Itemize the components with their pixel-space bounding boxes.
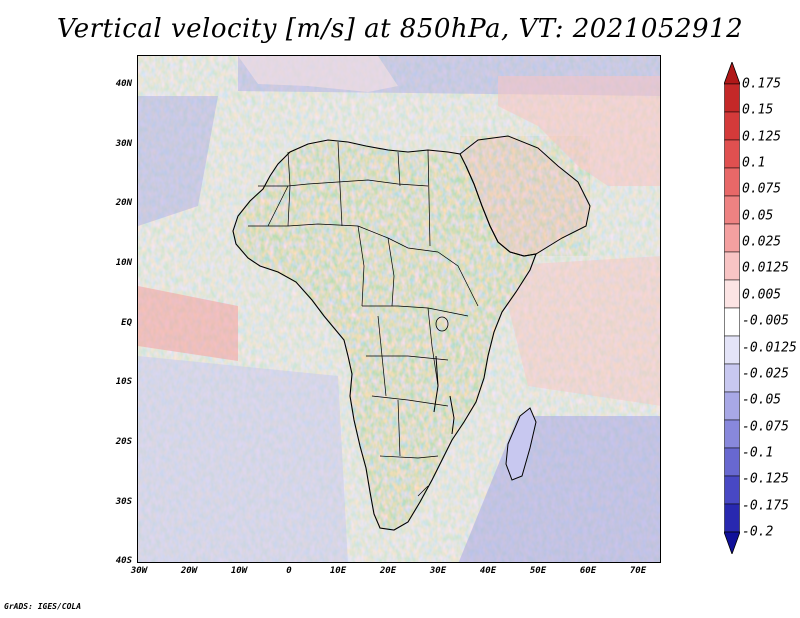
colorbar-swatch [724,279,740,309]
lon-label-10e: 10E [329,566,347,576]
lat-label-10s: 10S [115,377,132,387]
colorbar-label: 0.175 [742,76,782,92]
lon-label-30w: 30W [130,566,148,576]
lon-label-60e: 60E [579,566,597,576]
lon-label-10w: 10W [230,566,248,576]
indian-ocean-positive-area [498,256,660,406]
colorbar-swatch [724,223,740,253]
colorbar-label: 0.1 [742,155,766,171]
colorbar-swatch [724,251,740,281]
colorbar-label: 0.0125 [742,260,789,276]
colorbar-swatch [724,307,740,337]
iran-region [498,76,660,186]
colorbar-label: 0.005 [742,287,782,303]
map-plot-area [137,55,661,563]
lake-malawi [449,395,455,435]
colorbar-label: -0.2 [742,524,774,540]
colorbar-swatch [724,391,740,421]
colorbar-swatch [724,503,740,533]
atlantic-positive-band [138,286,238,361]
lon-label-0: 0 [286,566,292,576]
colorbar-label: 0.025 [742,234,782,250]
lon-label-50e: 50E [529,566,547,576]
colorbar-label: -0.0125 [742,340,797,356]
madagascar [505,407,537,481]
lake-victoria [435,316,449,332]
lat-label-eq: EQ [121,318,132,328]
colorbar [724,62,740,554]
colorbar-label: -0.125 [742,471,789,487]
lake-tanganyika [433,355,439,413]
lon-label-70e: 70E [629,566,647,576]
lat-label-30s: 30S [115,497,132,507]
lat-label-10n: 10N [115,258,132,268]
lat-label-40n: 40N [115,79,132,89]
lat-label-40s: 40S [115,556,132,566]
colorbar-swatch [724,475,740,505]
colorbar-swatch [724,363,740,393]
colorbar-bottom-arrow [724,531,740,554]
europe-south [238,56,398,92]
north-atlantic-negative-area [138,96,218,226]
lon-label-20e: 20E [379,566,397,576]
arabia-coastline [459,135,591,257]
country-borders [248,141,479,497]
lat-label-30n: 30N [115,139,132,149]
colorbar-swatch [724,335,740,365]
colorbar-swatch [724,447,740,477]
colorbar-label: -0.175 [742,498,789,514]
map-canvas [138,56,660,562]
colorbar-label: -0.005 [742,313,789,329]
colorbar-top-arrow [724,62,740,85]
colorbar-swatch [724,419,740,449]
lon-label-20w: 20W [180,566,198,576]
colorbar-swatch [724,167,740,197]
lat-label-20n: 20N [115,198,132,208]
colorbar-label: -0.075 [742,419,789,435]
colorbar-label: 0.125 [742,129,782,145]
colorbar-label: 0.15 [742,102,774,118]
lat-label-20s: 20S [115,437,132,447]
south-atlantic-negative-area [138,356,348,562]
colorbar-label: -0.025 [742,366,789,382]
colorbar-swatch [724,83,740,113]
lon-label-40e: 40E [479,566,497,576]
colorbar-label: -0.05 [742,392,782,408]
colorbar-label: 0.075 [742,181,782,197]
grads-credit: GrADS: IGES/COLA [4,602,82,611]
map-title: Vertical velocity [m/s] at 850hPa, VT: 2… [56,14,744,44]
colorbar-label: 0.05 [742,208,774,224]
colorbar-swatch [724,195,740,225]
lon-label-30e: 30E [429,566,447,576]
colorbar-label: -0.1 [742,445,774,461]
colorbar-swatch [724,111,740,141]
colorbar-swatch [724,139,740,169]
